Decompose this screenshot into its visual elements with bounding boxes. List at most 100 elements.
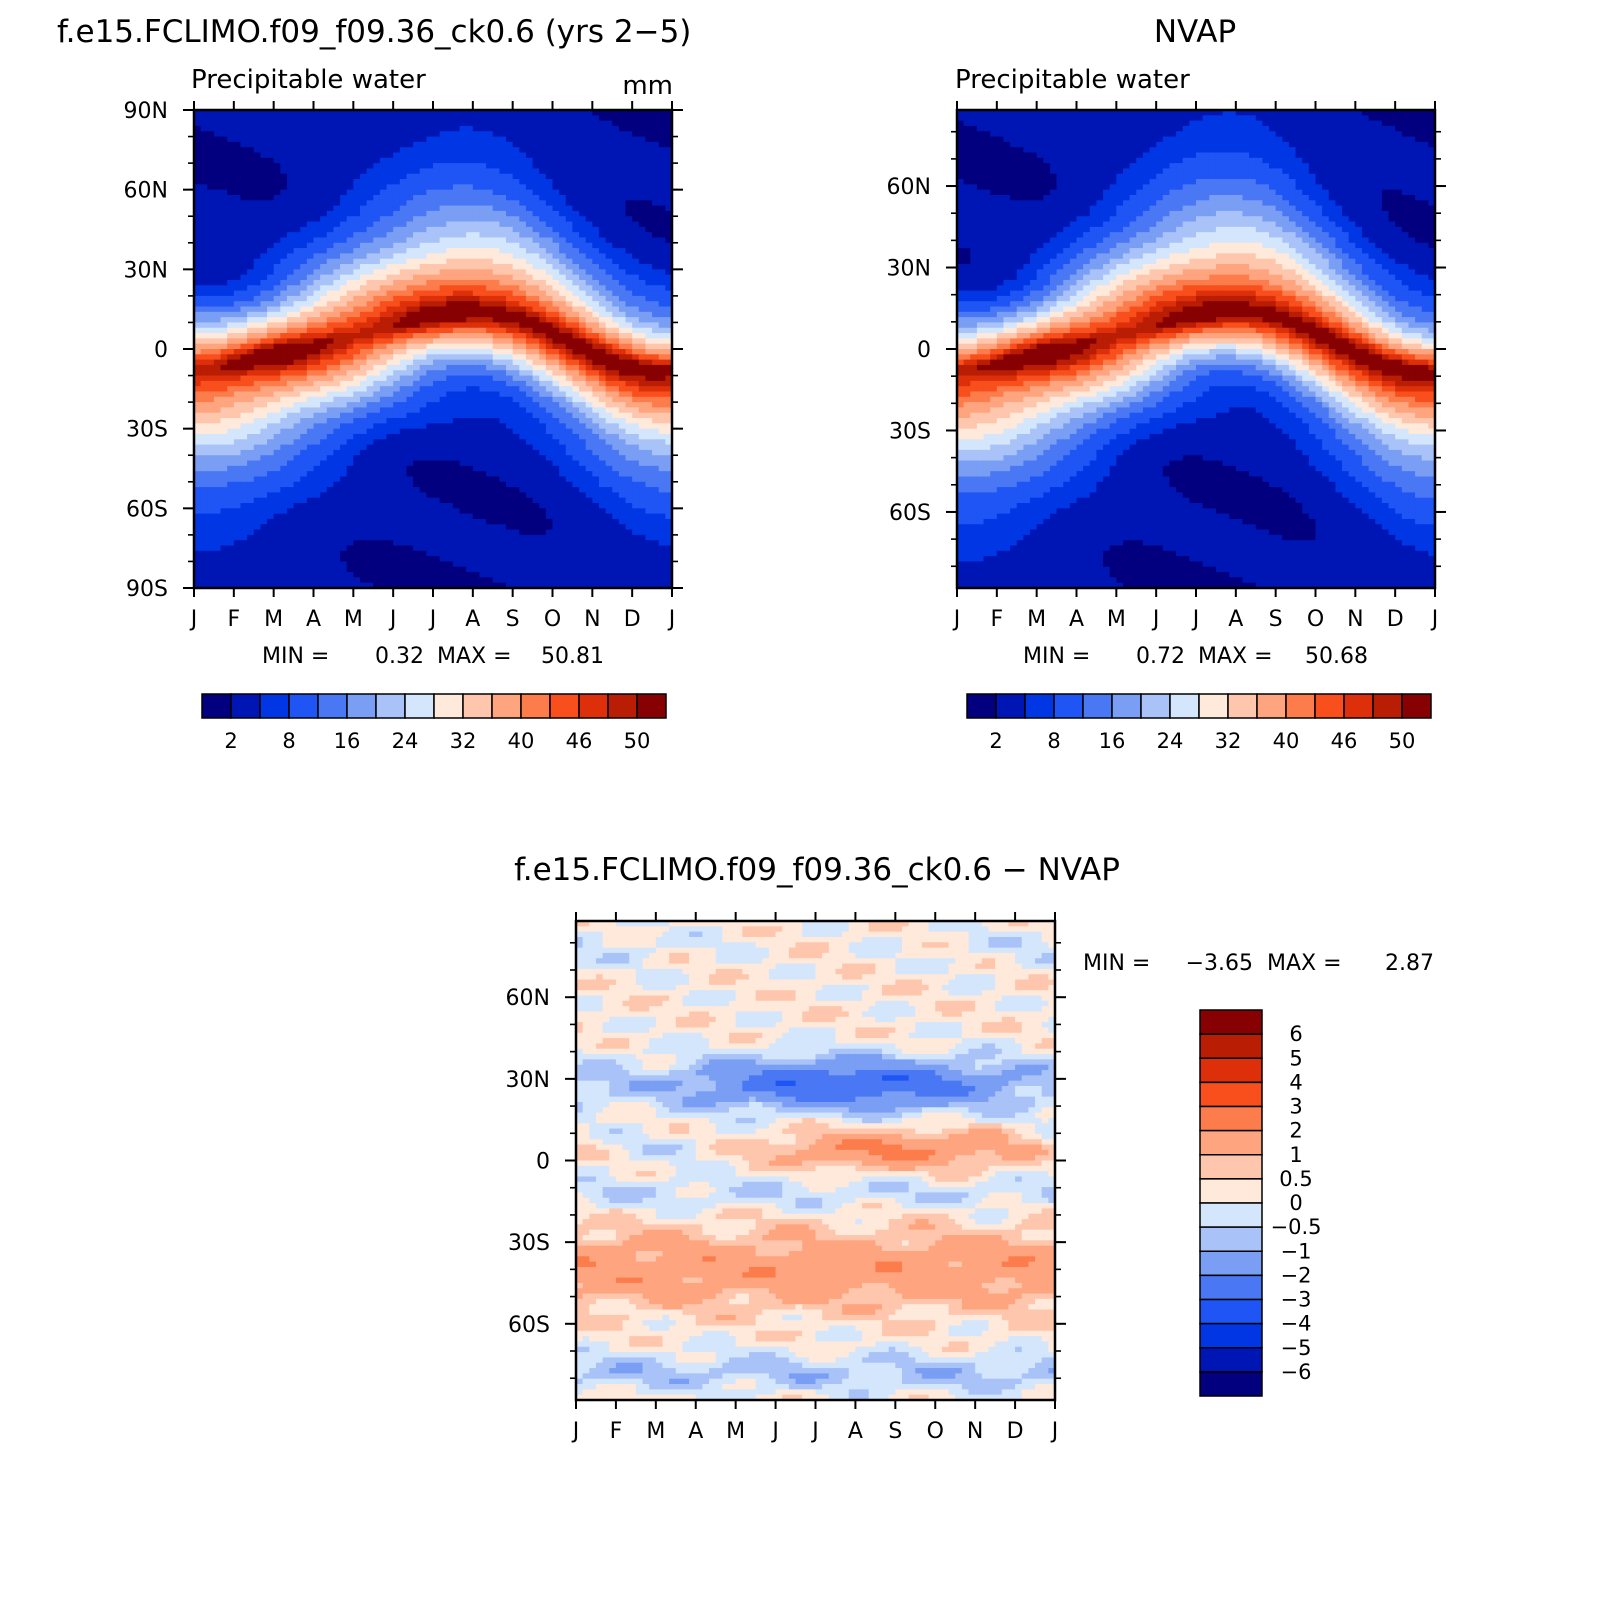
contour-cell [532,253,540,260]
contour-cell [433,232,441,239]
contour-cell [207,264,215,270]
contour-cell [645,205,653,212]
contour-cell [419,120,427,127]
contour-cell [247,370,255,377]
contour-cell [665,269,673,276]
contour-cell [213,200,222,207]
contour-cell [426,295,434,302]
contour-cell [658,141,666,148]
contour-cell [227,375,235,382]
contour-cell [220,232,228,239]
contour-cell [579,131,587,138]
contour-cell [652,412,660,419]
contour-cell [612,279,620,286]
contour-cell [486,407,494,414]
contour-cell [499,248,507,254]
contour-cell [353,295,361,302]
contour-cell [492,110,500,116]
contour-cell [605,375,613,382]
contour-cell [313,295,321,302]
contour-cell [525,295,534,302]
contour-cell [559,125,567,132]
contour-cell [572,402,580,409]
contour-cell [406,163,414,170]
contour-cell [565,465,574,472]
contour-cell [506,279,514,286]
contour-cell [506,349,514,355]
contour-cell [625,396,633,403]
contour-cell [618,295,627,302]
contour-cell [439,157,447,164]
contour-cell [466,194,474,201]
contour-cell [326,242,335,249]
contour-cell [645,274,653,281]
contour-cell [353,317,361,324]
contour-cell [585,248,593,254]
contour-cell [320,168,328,175]
contour-cell [280,423,288,430]
contour-cell [612,242,620,249]
contour-cell [506,423,514,430]
contour-cell [472,110,481,116]
contour-cell [525,407,534,414]
contour-cell [585,189,593,196]
contour-cell [366,301,374,308]
contour-cell [519,290,527,297]
contour-cell [532,471,540,478]
contour-cell [406,216,414,223]
contour-cell [506,290,514,297]
contour-cell [233,322,242,329]
contour-cell [479,322,487,329]
contour-cell [326,253,335,260]
contour-cell [346,407,354,414]
contour-cell [658,221,666,228]
contour-cell [340,471,348,478]
contour-cell [645,200,653,207]
contour-cell [379,226,388,233]
contour-cell [625,136,633,143]
contour-cell [240,449,248,456]
contour-cell [320,433,328,440]
contour-cell [585,210,593,217]
contour-cell [353,375,361,382]
contour-cell [247,354,255,361]
contour-cell [585,439,593,446]
contour-cell [612,274,620,281]
contour-cell [492,141,500,148]
contour-cell [486,110,494,116]
contour-cell [213,364,222,371]
contour-cell [652,216,660,223]
contour-cell [506,343,514,350]
contour-cell [346,216,354,223]
contour-cell [598,242,607,249]
contour-cell [300,433,308,440]
contour-cell [233,242,242,249]
contour-cell [512,184,520,191]
contour-cell [519,396,527,403]
contour-cell [253,476,261,483]
contour-cell [446,242,454,249]
contour-cell [452,200,461,207]
contour-cell [585,232,593,239]
contour-cell [665,391,673,398]
contour-cell [393,423,401,430]
contour-cell [539,322,547,329]
contour-cell [200,370,208,377]
contour-cell [340,216,348,223]
contour-cell [658,386,666,393]
contour-cell [227,354,235,361]
contour-cell [253,333,261,339]
contour-cell [306,465,315,472]
contour-cell [446,264,454,270]
contour-cell [213,274,222,281]
contour-cell [413,333,421,339]
contour-cell [359,290,368,297]
contour-cell [194,264,202,270]
contour-cell [267,322,275,329]
contour-cell [273,120,281,127]
contour-cell [220,237,228,244]
contour-cell [466,232,474,239]
contour-cell [340,428,348,435]
contour-cell [618,396,627,403]
contour-cell [313,343,321,350]
